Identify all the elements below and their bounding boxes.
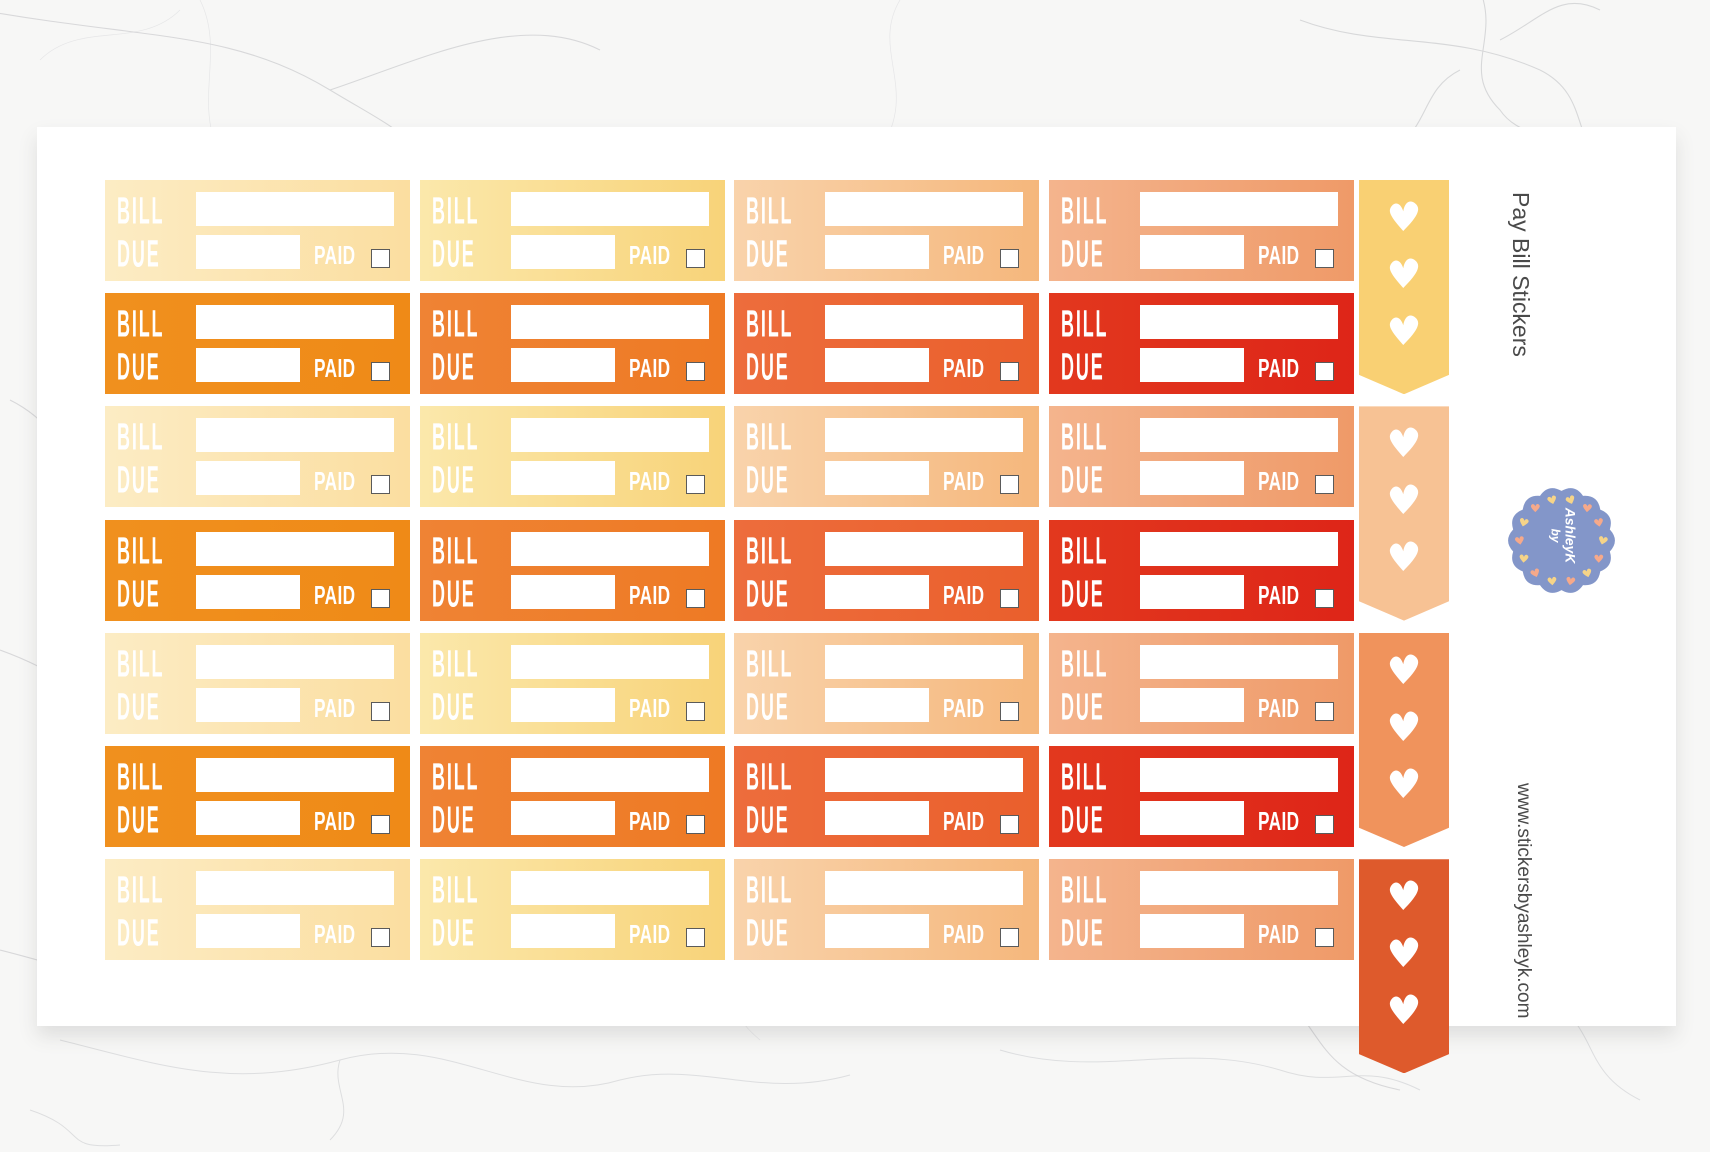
svg-text:by: by <box>1549 529 1563 544</box>
svg-text:AshleyK: AshleyK <box>1562 507 1578 565</box>
